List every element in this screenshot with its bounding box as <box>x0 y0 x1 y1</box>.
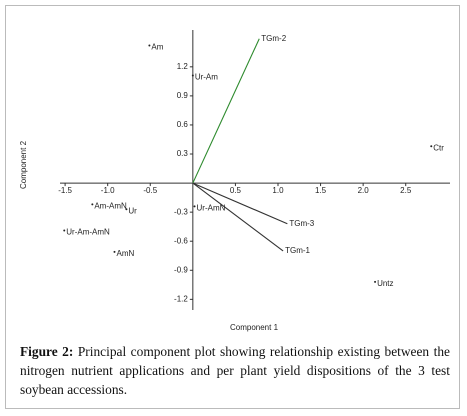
y-tick-label: -1.2 <box>174 294 188 303</box>
point-label: Ur-Am <box>195 73 218 82</box>
point-label: Am-AmN <box>94 202 127 211</box>
point-label: Ur-AmN <box>197 203 226 212</box>
score-point <box>430 145 433 148</box>
y-tick-label: 0.9 <box>177 91 189 100</box>
x-tick-label: 0.5 <box>230 186 242 195</box>
vector-label: TGm-1 <box>285 246 310 255</box>
x-tick-label: 2.5 <box>400 186 412 195</box>
chart: Component 1 Component 2 -1.5 -1.0 -0.5 0.5 1… <box>19 30 450 332</box>
point-label: Untz <box>377 279 393 288</box>
y-tick-label: 0.6 <box>177 120 189 129</box>
point-label: Ur <box>128 206 137 215</box>
x-tick-label: 2.0 <box>358 186 370 195</box>
loading-vector <box>192 182 288 225</box>
y-tick-label: -0.9 <box>174 265 188 274</box>
point-label: AmN <box>116 249 134 258</box>
vector-label: TGm-2 <box>261 34 286 43</box>
score-point <box>148 44 151 47</box>
score-point <box>193 205 196 208</box>
x-tick-label: 1.0 <box>272 186 284 195</box>
y-axis-label: Component 2 <box>19 140 28 189</box>
y-tick-label: -0.3 <box>174 207 188 216</box>
caption-label: Figure 2: <box>20 344 74 359</box>
x-tick-label: 1.5 <box>315 186 327 195</box>
score-point <box>374 280 377 283</box>
x-tick-label: -1.0 <box>101 186 115 195</box>
score-point <box>125 208 128 211</box>
y-tick-label: 1.2 <box>177 62 189 71</box>
loading-vector <box>192 38 260 184</box>
score-point <box>63 229 66 232</box>
loading-vector <box>192 182 284 252</box>
y-tick-label: -0.6 <box>174 236 188 245</box>
x-tick-label: -1.5 <box>58 186 72 195</box>
caption-text: Principal component plot showing relatio… <box>20 344 450 397</box>
point-label: Ctr <box>433 143 444 152</box>
score-point <box>91 203 94 206</box>
point-label: Ur-Am-AmN <box>66 228 110 237</box>
y-tick-label: 0.3 <box>177 149 189 158</box>
score-point <box>191 74 194 77</box>
caption: Figure 2: Principal component plot showi… <box>20 342 450 399</box>
x-axis-label: Component 1 <box>230 323 279 332</box>
figure-frame <box>5 5 460 409</box>
point-label: Am <box>151 43 163 52</box>
vector-label: TGm-3 <box>289 219 314 228</box>
score-point <box>113 250 116 253</box>
x-tick-label: -0.5 <box>143 186 157 195</box>
